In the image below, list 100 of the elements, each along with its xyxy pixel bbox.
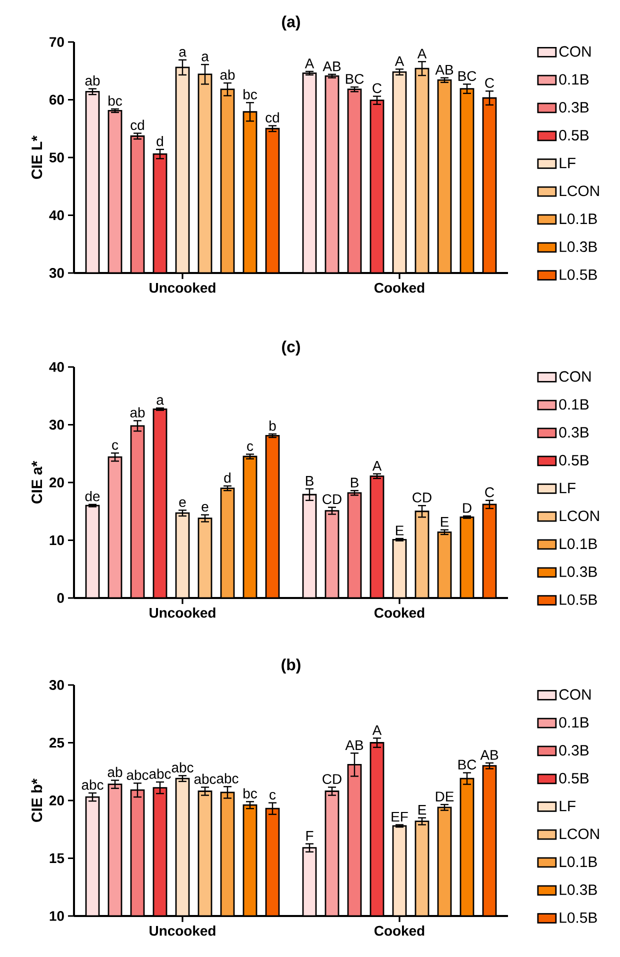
chart-title: (a) bbox=[282, 16, 300, 30]
data-label: A bbox=[417, 48, 427, 58]
data-label: abc bbox=[194, 774, 216, 784]
legend-label: 0.3B bbox=[559, 427, 589, 438]
data-label: ab bbox=[220, 70, 235, 80]
data-label: BC bbox=[346, 74, 364, 84]
data-label: ab bbox=[85, 75, 100, 86]
y-axis-title: CIE a* bbox=[32, 460, 42, 504]
data-label: E bbox=[396, 526, 404, 536]
data-label: bc bbox=[244, 788, 257, 798]
data-label: AB bbox=[345, 740, 364, 750]
legend-label: L0.5B bbox=[560, 912, 597, 923]
x-tick-label: Cooked bbox=[374, 282, 424, 293]
legend-label: L0.3B bbox=[560, 566, 597, 577]
legend-label: LF bbox=[560, 800, 576, 812]
data-label: bc bbox=[108, 96, 122, 106]
x-tick-label: Uncooked bbox=[150, 926, 216, 936]
data-label: bc bbox=[244, 89, 257, 100]
data-label: F bbox=[306, 831, 314, 841]
legend-label: L0.5B bbox=[560, 594, 597, 605]
y-tick-label: 70 bbox=[50, 37, 64, 47]
legend-label: L0.1B bbox=[560, 856, 597, 868]
data-label: abc bbox=[216, 773, 238, 784]
data-label: BC bbox=[458, 760, 476, 770]
data-label: A bbox=[304, 58, 314, 68]
data-label: C bbox=[372, 83, 382, 94]
data-label: d bbox=[224, 472, 230, 483]
data-label: A bbox=[394, 56, 404, 66]
legend-label: 0.1B bbox=[559, 74, 589, 85]
data-label: CD bbox=[412, 492, 432, 502]
legend-label: LCON bbox=[560, 510, 599, 522]
legend-label: L0.1B bbox=[560, 538, 597, 550]
legend-label: CON bbox=[559, 689, 591, 700]
data-label: ab bbox=[130, 407, 145, 418]
data-label: c bbox=[247, 443, 254, 451]
legend-label: LCON bbox=[560, 828, 599, 840]
data-label: c bbox=[112, 442, 118, 450]
y-axis-title: CIE b* bbox=[31, 778, 42, 822]
data-label: A bbox=[372, 461, 382, 471]
y-tick-label: 50 bbox=[49, 152, 64, 162]
data-label: B bbox=[306, 476, 314, 486]
chart-title: (b) bbox=[282, 658, 300, 674]
legend-label: 0.1B bbox=[559, 717, 589, 728]
data-label: DE bbox=[436, 792, 454, 802]
y-tick-label: 40 bbox=[49, 210, 64, 220]
data-label: C bbox=[485, 78, 494, 88]
x-tick-label: Cooked bbox=[374, 608, 424, 618]
data-label: A bbox=[372, 725, 382, 735]
data-label: a bbox=[202, 54, 209, 62]
data-label: AB bbox=[322, 62, 341, 72]
x-tick-label: Uncooked bbox=[150, 608, 216, 618]
data-label: AB bbox=[435, 65, 454, 75]
data-label: cd bbox=[266, 112, 279, 123]
data-label: c bbox=[270, 792, 276, 800]
legend-label: L0.3B bbox=[560, 241, 597, 252]
y-tick-label: 30 bbox=[49, 268, 64, 278]
data-label: de bbox=[85, 490, 100, 502]
data-label: abc bbox=[126, 770, 148, 780]
data-label: BC bbox=[458, 71, 476, 81]
y-tick-label: 10 bbox=[50, 535, 64, 546]
legend-label: L0.5B bbox=[560, 269, 597, 280]
legend-label: 0.3B bbox=[559, 745, 589, 756]
data-label: a bbox=[179, 49, 186, 57]
y-tick-label: 20 bbox=[49, 796, 64, 806]
legend-label: 0.5B bbox=[559, 130, 589, 140]
legend-label: LF bbox=[560, 482, 576, 494]
data-label: B bbox=[350, 478, 358, 488]
legend-label: 0.5B bbox=[559, 454, 589, 466]
data-label: E bbox=[440, 517, 449, 527]
data-label: D bbox=[463, 503, 472, 513]
y-tick-label: 20 bbox=[49, 478, 64, 488]
data-label: E bbox=[418, 805, 426, 815]
legend-label: LF bbox=[560, 158, 576, 168]
y-tick-label: 30 bbox=[49, 420, 64, 430]
data-label: e bbox=[179, 499, 186, 508]
legend-label: L0.3B bbox=[560, 884, 597, 895]
data-label: AB bbox=[480, 750, 498, 760]
legend-label: L0.1B bbox=[560, 214, 597, 224]
y-tick-label: 25 bbox=[49, 738, 64, 748]
x-tick-label: Uncooked bbox=[150, 282, 216, 293]
data-label: abc bbox=[172, 762, 194, 772]
data-label: abc bbox=[149, 768, 171, 779]
data-label: cd bbox=[130, 120, 144, 130]
legend-label: CON bbox=[559, 46, 591, 57]
y-tick-label: 30 bbox=[49, 680, 64, 690]
data-label: abc bbox=[82, 780, 104, 790]
legend-label: 0.5B bbox=[559, 772, 589, 784]
legend-label: 0.1B bbox=[559, 399, 589, 410]
legend-label: LCON bbox=[560, 186, 599, 196]
y-tick-label: 40 bbox=[49, 362, 64, 372]
data-label: ab bbox=[108, 766, 122, 778]
y-tick-label: 60 bbox=[49, 94, 64, 105]
y-tick-label: 0 bbox=[57, 593, 64, 603]
data-label: e bbox=[202, 504, 208, 512]
data-label: b bbox=[270, 420, 276, 431]
data-label: a bbox=[156, 397, 164, 405]
data-label: EF bbox=[392, 812, 408, 822]
data-label: d bbox=[156, 136, 163, 146]
data-label: CD bbox=[322, 774, 342, 784]
y-axis-title: CIE L* bbox=[32, 136, 42, 179]
